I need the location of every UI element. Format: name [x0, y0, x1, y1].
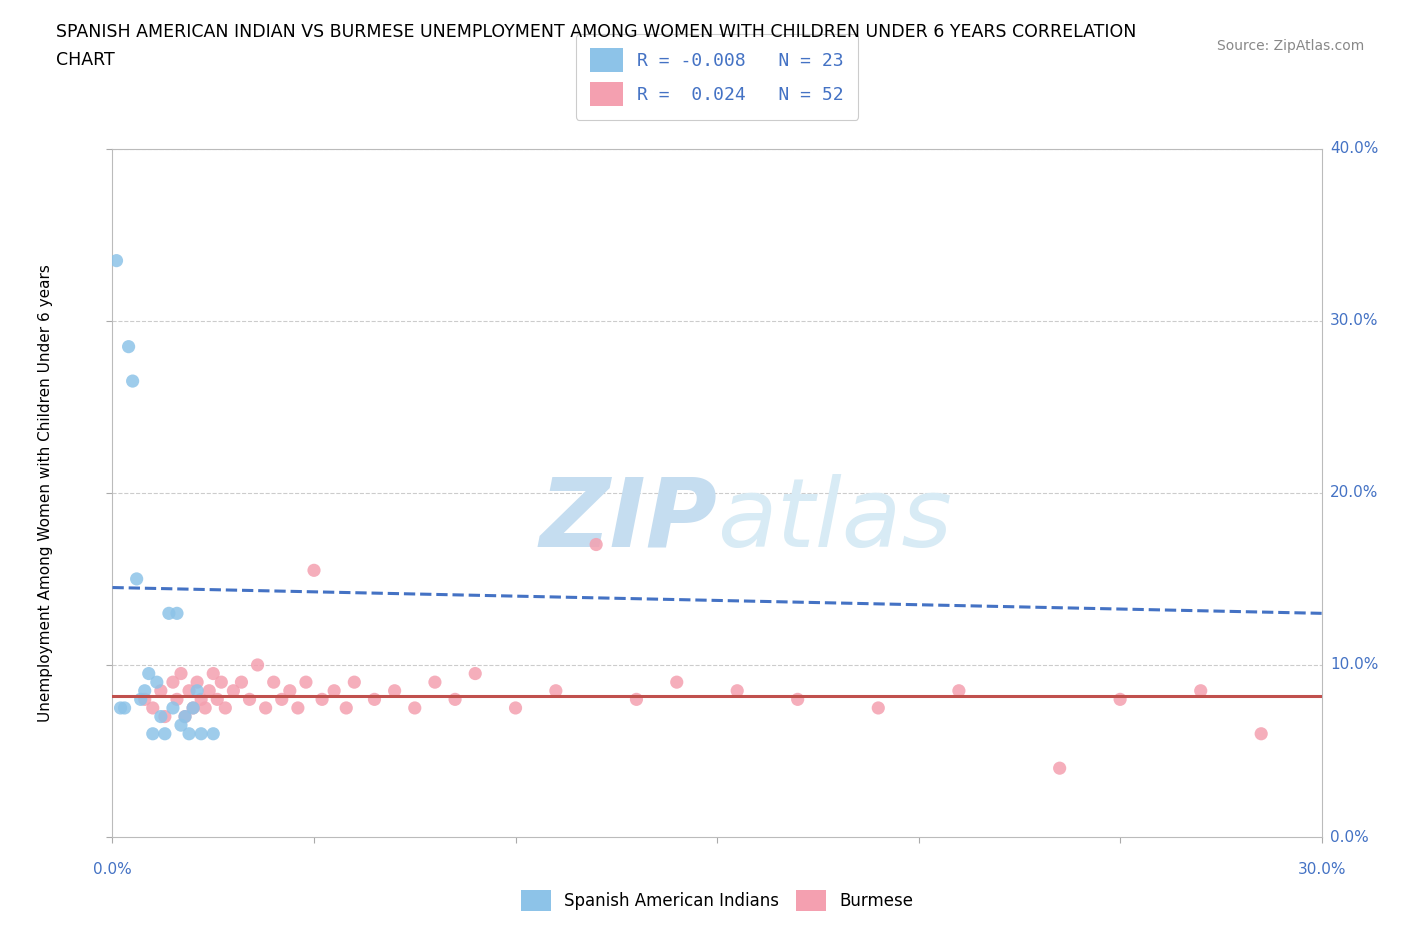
Point [287, 700, 309, 715]
Point [1049, 761, 1071, 776]
Point [505, 700, 527, 715]
Point [170, 718, 193, 733]
Point [153, 709, 176, 724]
Point [665, 675, 688, 690]
Point [278, 684, 301, 698]
Point [270, 692, 292, 707]
Point [948, 684, 970, 698]
Point [343, 675, 366, 690]
Point [222, 684, 245, 698]
Text: 40.0%: 40.0% [1330, 141, 1378, 156]
Point [295, 675, 318, 690]
Point [238, 692, 260, 707]
Text: CHART: CHART [56, 51, 115, 69]
Point [177, 726, 200, 741]
Point [585, 538, 607, 552]
Point [246, 658, 269, 672]
Text: 30.0%: 30.0% [1330, 313, 1378, 328]
Point [186, 684, 208, 698]
Text: atlas: atlas [717, 474, 952, 567]
Point [146, 675, 169, 690]
Text: Source: ZipAtlas.com: Source: ZipAtlas.com [1216, 39, 1364, 53]
Text: 0.0%: 0.0% [93, 862, 132, 877]
Point [214, 700, 236, 715]
Point [202, 666, 225, 681]
Point [363, 692, 385, 707]
Point [311, 692, 333, 707]
Point [157, 606, 180, 621]
Point [202, 726, 225, 741]
Point [153, 726, 176, 741]
Text: Unemployment Among Women with Children Under 6 years: Unemployment Among Women with Children U… [38, 264, 53, 722]
Point [125, 571, 148, 587]
Point [162, 700, 184, 715]
Point [404, 700, 426, 715]
Point [110, 700, 132, 715]
Point [1109, 692, 1132, 707]
Point [868, 700, 890, 715]
Point [1189, 684, 1212, 698]
Point [177, 684, 200, 698]
Point [181, 700, 204, 715]
Point [105, 253, 128, 268]
Point [207, 692, 229, 707]
Text: 10.0%: 10.0% [1330, 658, 1378, 672]
Point [121, 374, 143, 389]
Point [186, 675, 208, 690]
Point [142, 726, 165, 741]
Point [162, 675, 184, 690]
Point [149, 709, 172, 724]
Point [166, 606, 188, 621]
Point [335, 700, 357, 715]
Point [302, 563, 325, 578]
Point [190, 692, 212, 707]
Point [1250, 726, 1272, 741]
Point [134, 684, 156, 698]
Text: SPANISH AMERICAN INDIAN VS BURMESE UNEMPLOYMENT AMONG WOMEN WITH CHILDREN UNDER : SPANISH AMERICAN INDIAN VS BURMESE UNEMP… [56, 23, 1136, 41]
Text: ZIP: ZIP [538, 474, 717, 567]
Point [544, 684, 567, 698]
Point [129, 692, 152, 707]
Point [194, 700, 217, 715]
Point [786, 692, 808, 707]
Text: 30.0%: 30.0% [1298, 862, 1346, 877]
Point [323, 684, 346, 698]
Point [117, 339, 139, 354]
Point [134, 692, 156, 707]
Point [725, 684, 748, 698]
Point [231, 675, 253, 690]
Point [170, 666, 193, 681]
Point [181, 700, 204, 715]
Point [174, 709, 197, 724]
Point [138, 666, 160, 681]
Point [166, 692, 188, 707]
Point [444, 692, 467, 707]
Text: 0.0%: 0.0% [1330, 830, 1368, 844]
Point [423, 675, 446, 690]
Point [190, 726, 212, 741]
Text: 20.0%: 20.0% [1330, 485, 1378, 500]
Point [263, 675, 285, 690]
Point [149, 684, 172, 698]
Point [254, 700, 277, 715]
Point [384, 684, 406, 698]
Point [626, 692, 648, 707]
Point [142, 700, 165, 715]
Legend: Spanish American Indians, Burmese: Spanish American Indians, Burmese [515, 884, 920, 918]
Point [209, 675, 232, 690]
Point [114, 700, 136, 715]
Point [464, 666, 486, 681]
Point [174, 709, 197, 724]
Point [198, 684, 221, 698]
